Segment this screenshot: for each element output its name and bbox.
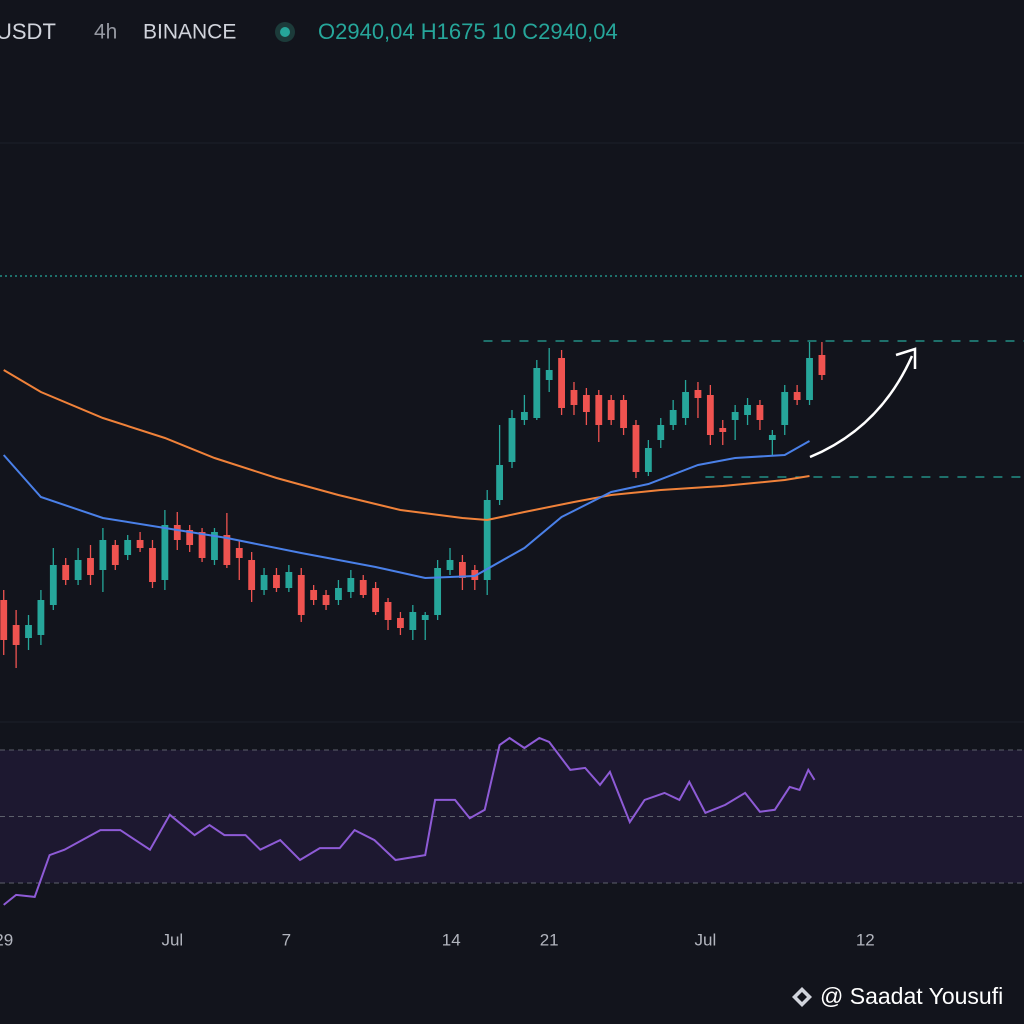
- candle-body: [136, 540, 144, 548]
- candle-body: [781, 392, 789, 425]
- exchange: BINANCE: [143, 21, 236, 44]
- candle-body: [74, 560, 82, 580]
- candle-body: [818, 355, 826, 375]
- candle-body: [198, 532, 206, 558]
- candle-body: [669, 410, 677, 425]
- candle-body: [322, 595, 330, 605]
- candle-body: [644, 448, 652, 472]
- candle-body: [335, 588, 342, 600]
- candle-body: [211, 532, 218, 560]
- candle-body: [235, 548, 243, 558]
- candle-body: [260, 575, 268, 590]
- candle-body: [558, 358, 565, 408]
- x-tick-label: 21: [540, 930, 559, 949]
- x-tick-label: 7: [282, 930, 291, 949]
- x-tick-label: Jul: [695, 930, 717, 949]
- candle-body: [508, 418, 516, 462]
- candle-body: [632, 425, 640, 472]
- candle-body: [285, 572, 293, 588]
- candle-body: [111, 545, 119, 565]
- arrow-head: [895, 347, 917, 369]
- candle-body: [173, 525, 181, 540]
- candle-body: [744, 405, 751, 415]
- x-tick-label: 12: [856, 930, 875, 949]
- candle-body: [12, 625, 20, 645]
- candle-body: [161, 525, 169, 580]
- candle-body: [657, 425, 665, 440]
- candle-body: [297, 575, 305, 615]
- candle-body: [731, 412, 739, 420]
- candle-body: [186, 530, 194, 545]
- watermark-text: @ Saadat Yousufi: [820, 983, 1003, 1009]
- interval: 4h: [94, 21, 117, 44]
- candle-body: [359, 580, 367, 595]
- candle-body: [149, 548, 156, 582]
- candle-body: [310, 590, 318, 600]
- candle-body: [682, 392, 689, 418]
- candle-body: [459, 562, 466, 578]
- candle-body: [582, 395, 590, 412]
- candle-body: [768, 435, 776, 440]
- candle-body: [545, 370, 553, 380]
- candle-body: [483, 500, 491, 580]
- candle-body: [446, 560, 454, 570]
- candle-body: [347, 578, 355, 592]
- candle-body: [607, 400, 615, 420]
- candle-body: [719, 428, 727, 432]
- symbol: USDT: [0, 19, 56, 44]
- moving-average: [2, 440, 810, 580]
- candle-body: [533, 368, 541, 418]
- watermark-icon: [792, 987, 812, 1007]
- candle-body: [421, 615, 429, 620]
- candle-body: [706, 395, 714, 435]
- ohlc: O2940,04 H1675 10 C2940,04: [318, 19, 618, 44]
- candle-body: [570, 390, 578, 405]
- candle-body: [496, 465, 504, 500]
- candle-body: [223, 535, 231, 565]
- candle-body: [384, 602, 392, 620]
- watermark: @ Saadat Yousufi: [792, 983, 1003, 1009]
- plot: 29 Jul 7 14 21 Jul 12: [0, 275, 1024, 949]
- candle-body: [248, 560, 256, 590]
- moving-average: [3, 369, 810, 522]
- x-tick-label: 29: [0, 930, 13, 949]
- candle-body: [0, 600, 8, 640]
- candle-body: [806, 358, 813, 400]
- rsi-line: [3, 736, 816, 906]
- candle-body: [37, 600, 45, 635]
- candle-body: [595, 395, 603, 425]
- candle-body: [99, 540, 107, 570]
- candle-body: [273, 575, 280, 588]
- status-dot: [280, 27, 290, 37]
- candle-body: [49, 565, 57, 605]
- candle-body: [87, 558, 94, 575]
- candle-body: [620, 400, 627, 428]
- candle-body: [434, 568, 442, 615]
- candle-body: [756, 405, 764, 420]
- annotation-arrow: [809, 347, 917, 459]
- candle-body: [124, 540, 132, 555]
- candle-body: [694, 390, 702, 398]
- candle-body: [520, 412, 528, 420]
- candle-body: [397, 618, 404, 628]
- candle-body: [62, 565, 70, 580]
- x-tick-label: Jul: [161, 930, 183, 949]
- candle-body: [25, 625, 32, 638]
- x-tick-label: 14: [442, 930, 461, 949]
- candle-body: [409, 612, 417, 630]
- candle-body: [372, 588, 380, 612]
- candle-body: [793, 392, 801, 400]
- header: USDT 4h BINANCE O2940,04 H1675 10 C2940,…: [0, 19, 618, 44]
- arrow-curve: [809, 355, 914, 459]
